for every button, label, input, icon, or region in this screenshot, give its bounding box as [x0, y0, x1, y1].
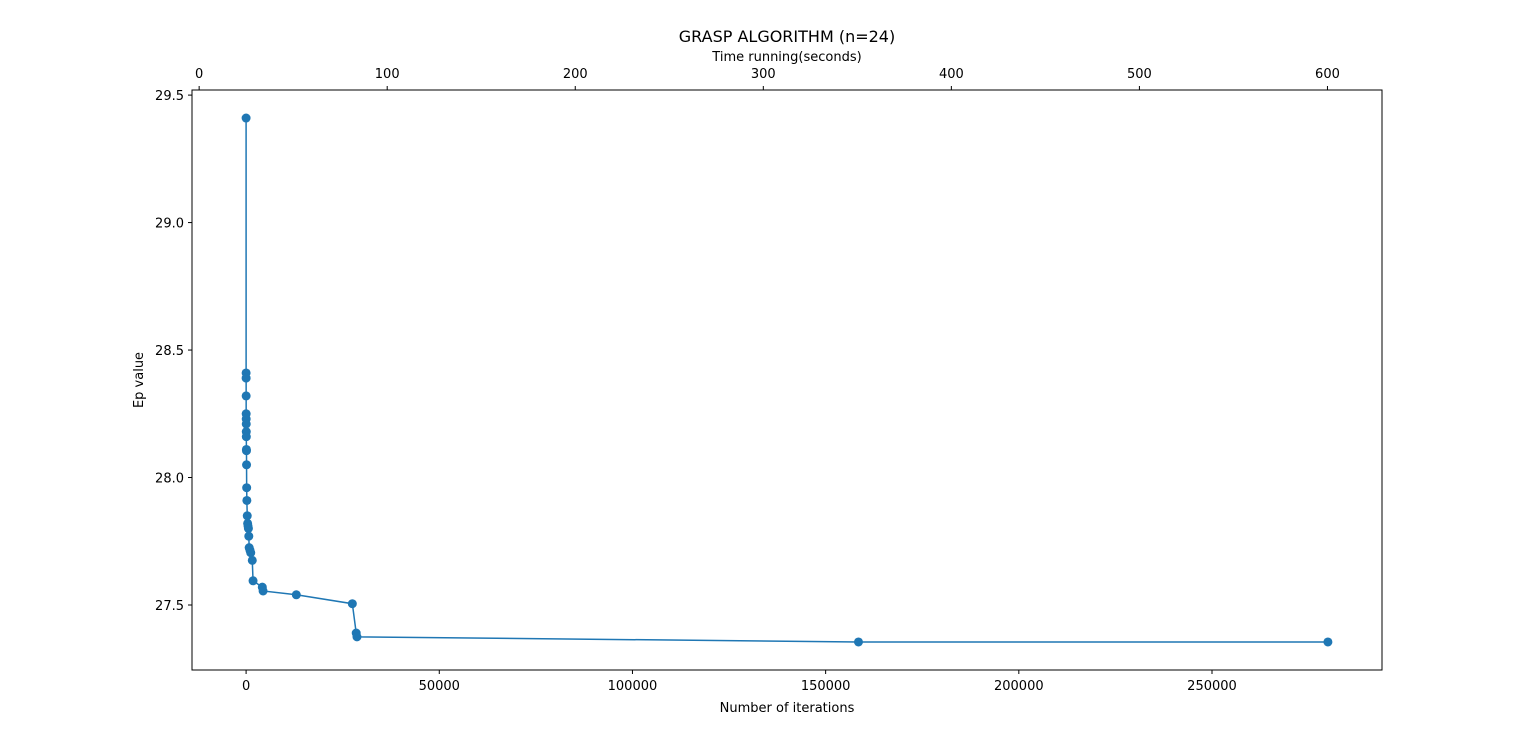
x2-tick-label: 100 [375, 67, 400, 82]
x-tick-label: 150000 [801, 679, 851, 694]
data-point [242, 483, 252, 493]
data-point [352, 632, 362, 642]
data-point [241, 391, 251, 401]
data-point [1323, 637, 1333, 647]
data-point [247, 555, 257, 565]
data-point [291, 590, 301, 600]
data-point [244, 531, 254, 541]
data-point [242, 495, 252, 505]
plot-frame [191, 89, 1383, 671]
y-axis: 27.5 28.0 28.5 29.0 29.5 [155, 89, 192, 614]
data-point [242, 460, 252, 470]
x-tick-label: 50000 [419, 679, 460, 694]
x2-tick-label: 500 [1127, 67, 1152, 82]
y-tick-label: 29.5 [155, 89, 184, 104]
y-axis-label: Ep value [132, 352, 147, 408]
chart-title: GRASP ALGORITHM (n=24) [679, 27, 895, 46]
y-tick-label: 28.5 [155, 344, 184, 359]
x2-tick-label: 400 [939, 67, 964, 82]
data-point [241, 432, 251, 442]
data-point [241, 446, 251, 456]
y-tick-label: 28.0 [155, 472, 184, 487]
y-tick-label: 27.5 [155, 599, 184, 614]
data-point [242, 511, 252, 521]
x2-axis-label: Time running(seconds) [711, 50, 861, 65]
x2-tick-label: 0 [195, 67, 203, 82]
x-tick-label: 200000 [994, 679, 1044, 694]
data-point [853, 637, 863, 647]
x-tick-label: 100000 [608, 679, 658, 694]
data-point [248, 576, 258, 586]
x-tick-label: 0 [242, 679, 250, 694]
x2-tick-label: 600 [1315, 67, 1340, 82]
y-tick-label: 29.0 [155, 217, 184, 232]
data-point [246, 548, 256, 558]
data-point [258, 586, 268, 596]
x-tick-label: 250000 [1187, 679, 1237, 694]
x-axis-bottom: 0 50000 100000 150000 200000 250000 [242, 670, 1237, 694]
x2-tick-label: 200 [563, 67, 588, 82]
series-layer [241, 113, 1333, 647]
data-point [243, 524, 253, 534]
x2-tick-label: 300 [751, 67, 776, 82]
series-line [245, 118, 1328, 643]
data-point [241, 113, 251, 123]
data-point [241, 373, 251, 383]
data-point [347, 599, 357, 609]
data-point [241, 419, 251, 429]
x-axis-top: 0 100 200 300 400 500 600 [195, 67, 1340, 90]
x-axis-label: Number of iterations [720, 701, 855, 716]
